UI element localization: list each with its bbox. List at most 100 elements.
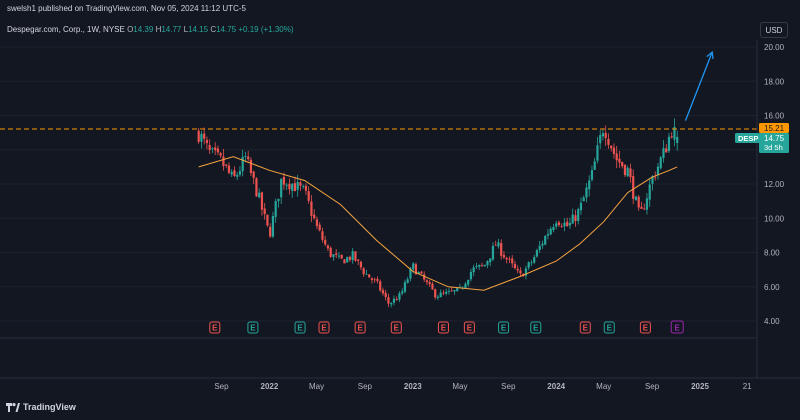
- candle-body: [255, 178, 258, 197]
- time-tick-label: 21: [743, 382, 752, 391]
- price-tick-label: 12.00: [764, 180, 785, 189]
- last-price-tag-bg: [759, 133, 789, 153]
- candle-body: [362, 268, 365, 275]
- candle-body: [480, 265, 484, 266]
- top-bar: swelsh1 published on TradingView.com, No…: [0, 0, 800, 18]
- currency-button[interactable]: USD: [760, 22, 788, 38]
- earnings-marker-badge: [670, 320, 684, 334]
- time-tick-label: 2023: [404, 382, 422, 391]
- candle-body: [464, 283, 467, 289]
- candle-body: [414, 264, 418, 275]
- candle-body: [321, 231, 324, 240]
- earnings-marker: E: [463, 321, 475, 334]
- candle-body: [238, 171, 242, 175]
- earnings-marker: E: [498, 321, 510, 334]
- candle-body: [354, 251, 357, 261]
- candle-body: [607, 138, 610, 145]
- earnings-marker-badge: [354, 321, 366, 334]
- candle-body: [555, 223, 558, 227]
- open-label: O: [127, 25, 134, 34]
- symbol-name: Despegar.com, Corp., 1W, NYSE: [7, 25, 125, 34]
- candle-body: [472, 267, 475, 273]
- earnings-marker: E: [670, 320, 684, 334]
- earnings-marker-label: E: [357, 324, 363, 333]
- resistance-tag-bg: [759, 123, 789, 133]
- earnings-marker: E: [318, 321, 330, 334]
- candle-body: [450, 290, 453, 292]
- price-tick-label: 18.00: [764, 77, 785, 86]
- candle-body: [659, 157, 662, 169]
- candle-body: [266, 214, 269, 226]
- candle-body: [502, 254, 506, 258]
- candle-body: [324, 239, 327, 245]
- candle-body: [491, 245, 495, 260]
- candle-body: [442, 292, 445, 294]
- candle-body: [513, 263, 517, 269]
- candle-body: [541, 243, 544, 246]
- candle-body: [486, 261, 489, 266]
- resistance-tag-text: 15.21: [764, 124, 785, 133]
- candle-body: [357, 259, 360, 261]
- ticker-tag-text: DESP: [738, 134, 758, 143]
- earnings-marker-badge: [318, 321, 330, 334]
- candle-body: [417, 272, 420, 274]
- earnings-marker-badge: [209, 321, 221, 334]
- earnings-marker: E: [579, 321, 591, 334]
- candle-body: [368, 274, 371, 278]
- candle-body: [282, 176, 286, 185]
- candle-body: [610, 145, 613, 149]
- candle-body: [439, 292, 442, 298]
- candle-body: [390, 303, 393, 305]
- earnings-marker-label: E: [250, 324, 256, 333]
- candle-body: [656, 166, 660, 176]
- candle-body: [398, 293, 401, 300]
- candle-body: [230, 171, 233, 175]
- price-tick-label: 4.00: [764, 317, 780, 326]
- candle-body: [326, 245, 330, 249]
- candle-body: [478, 264, 481, 267]
- earnings-marker-badge: [463, 321, 475, 334]
- earnings-marker-label: E: [467, 324, 473, 333]
- candle-body: [302, 186, 305, 187]
- candle-body: [252, 171, 255, 178]
- earnings-marker: E: [437, 321, 449, 334]
- candle-body: [626, 167, 629, 177]
- price-tags: 15.21 DESP 14.75 3d 5h: [735, 123, 789, 153]
- candle-body: [560, 225, 563, 227]
- candle-series: [197, 118, 679, 308]
- candle-body: [222, 156, 225, 167]
- time-tick-label: 2022: [261, 382, 279, 391]
- tradingview-logo[interactable]: TradingView: [6, 402, 76, 412]
- candle-body: [236, 174, 239, 177]
- earnings-marker-badge: [247, 321, 259, 334]
- price-tick-label: 16.00: [764, 112, 785, 121]
- candle-body: [315, 219, 319, 226]
- time-tick-label: May: [309, 382, 324, 391]
- arrow-head: [706, 50, 714, 60]
- arrow-shaft: [684, 51, 713, 121]
- time-tick-label: 2025: [691, 382, 709, 391]
- candle-body: [566, 221, 569, 227]
- price-tick-label: 10.00: [764, 214, 785, 223]
- earnings-marker-badge: [639, 321, 651, 334]
- candle-body: [288, 183, 291, 190]
- candle-body: [304, 185, 308, 191]
- candle-body: [604, 132, 607, 139]
- candle-body: [494, 244, 497, 246]
- price-axis: 4.006.008.0010.0012.0014.0016.0018.0020.…: [764, 43, 785, 326]
- open-value: 14.39: [133, 25, 154, 34]
- candle-body: [205, 139, 209, 144]
- candle-body: [588, 180, 591, 190]
- candle-body: [662, 148, 665, 159]
- candle-body: [500, 243, 503, 256]
- earnings-marker-badge: [603, 321, 615, 334]
- candle-body: [568, 222, 572, 226]
- candle-body: [343, 259, 346, 264]
- earnings-marker: E: [639, 321, 651, 334]
- earnings-marker: E: [209, 321, 221, 334]
- earnings-marker-badge: [498, 321, 510, 334]
- candle-body: [629, 168, 632, 178]
- candle-body: [406, 279, 409, 283]
